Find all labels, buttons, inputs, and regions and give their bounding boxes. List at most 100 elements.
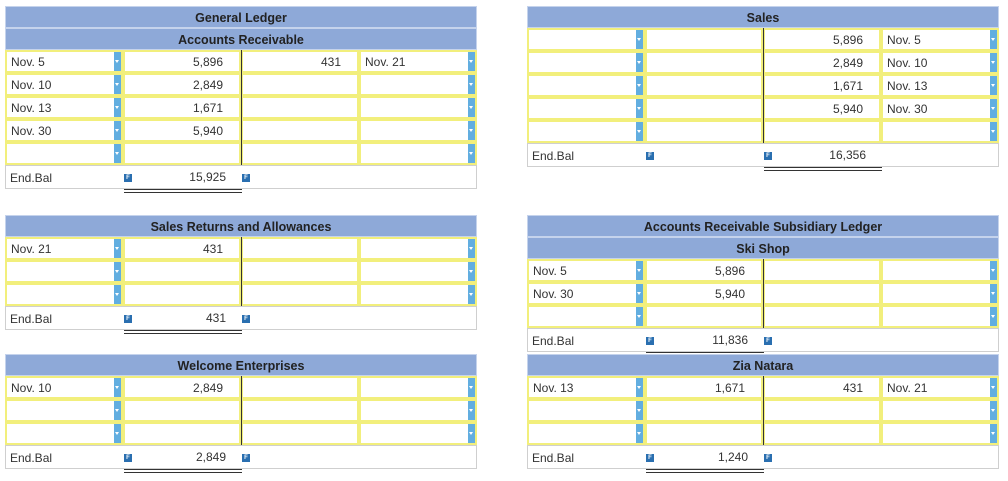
credit-date-select[interactable] (881, 305, 999, 328)
chevron-down-icon[interactable] (636, 424, 643, 443)
chevron-down-icon[interactable] (114, 378, 121, 397)
chevron-down-icon[interactable] (990, 424, 997, 443)
debit-amount-input[interactable]: 5,940 (645, 282, 763, 305)
chevron-down-icon[interactable] (114, 98, 121, 117)
chevron-down-icon[interactable] (468, 98, 475, 117)
debit-date-select[interactable] (527, 97, 645, 120)
chevron-down-icon[interactable] (636, 53, 643, 72)
debit-amount-input[interactable]: 5,940 (123, 119, 241, 142)
credit-date-select[interactable] (359, 422, 477, 445)
credit-amount-input[interactable] (241, 142, 359, 165)
credit-date-select[interactable] (359, 119, 477, 142)
debit-amount-input[interactable]: 1,671 (645, 376, 763, 399)
credit-date-select[interactable] (359, 73, 477, 96)
debit-date-select[interactable] (527, 28, 645, 51)
credit-date-select[interactable]: Nov. 21 (359, 50, 477, 73)
debit-amount-input[interactable]: 2,849 (123, 376, 241, 399)
debit-amount-input[interactable]: 2,849 (123, 73, 241, 96)
credit-date-select[interactable]: Nov. 21 (881, 376, 999, 399)
chevron-down-icon[interactable] (636, 401, 643, 420)
debit-date-select[interactable]: Nov. 30 (527, 282, 645, 305)
debit-date-select[interactable] (5, 422, 123, 445)
credit-amount-input[interactable] (241, 119, 359, 142)
credit-amount-input[interactable]: 2,849 (763, 51, 881, 74)
debit-amount-input[interactable]: 5,896 (123, 50, 241, 73)
chevron-down-icon[interactable] (114, 121, 121, 140)
chevron-down-icon[interactable] (114, 239, 121, 258)
chevron-down-icon[interactable] (114, 52, 121, 71)
chevron-down-icon[interactable] (468, 144, 475, 163)
debit-date-select[interactable]: Nov. 13 (527, 376, 645, 399)
debit-amount-input[interactable] (645, 28, 763, 51)
credit-amount-input[interactable] (763, 422, 881, 445)
chevron-down-icon[interactable] (636, 261, 643, 280)
credit-amount-input[interactable]: 1,671 (763, 74, 881, 97)
chevron-down-icon[interactable] (990, 53, 997, 72)
credit-amount-input[interactable] (763, 305, 881, 328)
debit-amount-input[interactable]: 431 (123, 237, 241, 260)
chevron-down-icon[interactable] (990, 76, 997, 95)
credit-date-select[interactable]: Nov. 10 (881, 51, 999, 74)
debit-date-select[interactable] (5, 260, 123, 283)
chevron-down-icon[interactable] (990, 261, 997, 280)
credit-date-select[interactable] (881, 399, 999, 422)
credit-date-select[interactable]: Nov. 5 (881, 28, 999, 51)
credit-amount-input[interactable] (241, 399, 359, 422)
chevron-down-icon[interactable] (114, 285, 121, 304)
debit-amount-input[interactable]: 5,896 (645, 259, 763, 282)
chevron-down-icon[interactable] (990, 99, 997, 118)
chevron-down-icon[interactable] (468, 424, 475, 443)
debit-date-select[interactable]: Nov. 21 (5, 237, 123, 260)
credit-amount-input[interactable]: 5,896 (763, 28, 881, 51)
chevron-down-icon[interactable] (636, 307, 643, 326)
debit-amount-input[interactable]: 1,671 (123, 96, 241, 119)
chevron-down-icon[interactable] (114, 262, 121, 281)
credit-date-select[interactable]: Nov. 13 (881, 74, 999, 97)
debit-date-select[interactable]: Nov. 10 (5, 376, 123, 399)
chevron-down-icon[interactable] (636, 284, 643, 303)
debit-amount-input[interactable] (645, 74, 763, 97)
debit-amount-input[interactable] (123, 142, 241, 165)
debit-amount-input[interactable] (645, 97, 763, 120)
chevron-down-icon[interactable] (114, 75, 121, 94)
chevron-down-icon[interactable] (114, 144, 121, 163)
credit-amount-input[interactable] (241, 260, 359, 283)
credit-amount-input[interactable] (241, 73, 359, 96)
chevron-down-icon[interactable] (990, 284, 997, 303)
credit-amount-input[interactable] (241, 283, 359, 306)
debit-date-select[interactable]: Nov. 30 (5, 119, 123, 142)
chevron-down-icon[interactable] (990, 378, 997, 397)
credit-amount-input[interactable] (763, 259, 881, 282)
debit-amount-input[interactable] (123, 422, 241, 445)
chevron-down-icon[interactable] (636, 76, 643, 95)
debit-date-select[interactable] (5, 283, 123, 306)
debit-amount-input[interactable] (645, 305, 763, 328)
chevron-down-icon[interactable] (114, 401, 121, 420)
debit-date-select[interactable] (527, 120, 645, 143)
chevron-down-icon[interactable] (468, 239, 475, 258)
chevron-down-icon[interactable] (114, 424, 121, 443)
credit-date-select[interactable] (359, 260, 477, 283)
chevron-down-icon[interactable] (990, 307, 997, 326)
debit-date-select[interactable] (527, 74, 645, 97)
credit-amount-input[interactable] (241, 376, 359, 399)
chevron-down-icon[interactable] (636, 378, 643, 397)
chevron-down-icon[interactable] (468, 285, 475, 304)
credit-amount-input[interactable] (763, 120, 881, 143)
debit-amount-input[interactable] (123, 283, 241, 306)
debit-date-select[interactable] (5, 142, 123, 165)
debit-date-select[interactable] (527, 51, 645, 74)
chevron-down-icon[interactable] (990, 30, 997, 49)
chevron-down-icon[interactable] (990, 401, 997, 420)
credit-amount-input[interactable] (241, 237, 359, 260)
credit-date-select[interactable] (359, 237, 477, 260)
credit-date-select[interactable] (359, 96, 477, 119)
chevron-down-icon[interactable] (468, 401, 475, 420)
debit-date-select[interactable] (5, 399, 123, 422)
debit-date-select[interactable] (527, 305, 645, 328)
debit-amount-input[interactable] (123, 399, 241, 422)
debit-amount-input[interactable] (645, 399, 763, 422)
credit-date-select[interactable] (881, 120, 999, 143)
credit-date-select[interactable] (359, 399, 477, 422)
chevron-down-icon[interactable] (990, 122, 997, 141)
